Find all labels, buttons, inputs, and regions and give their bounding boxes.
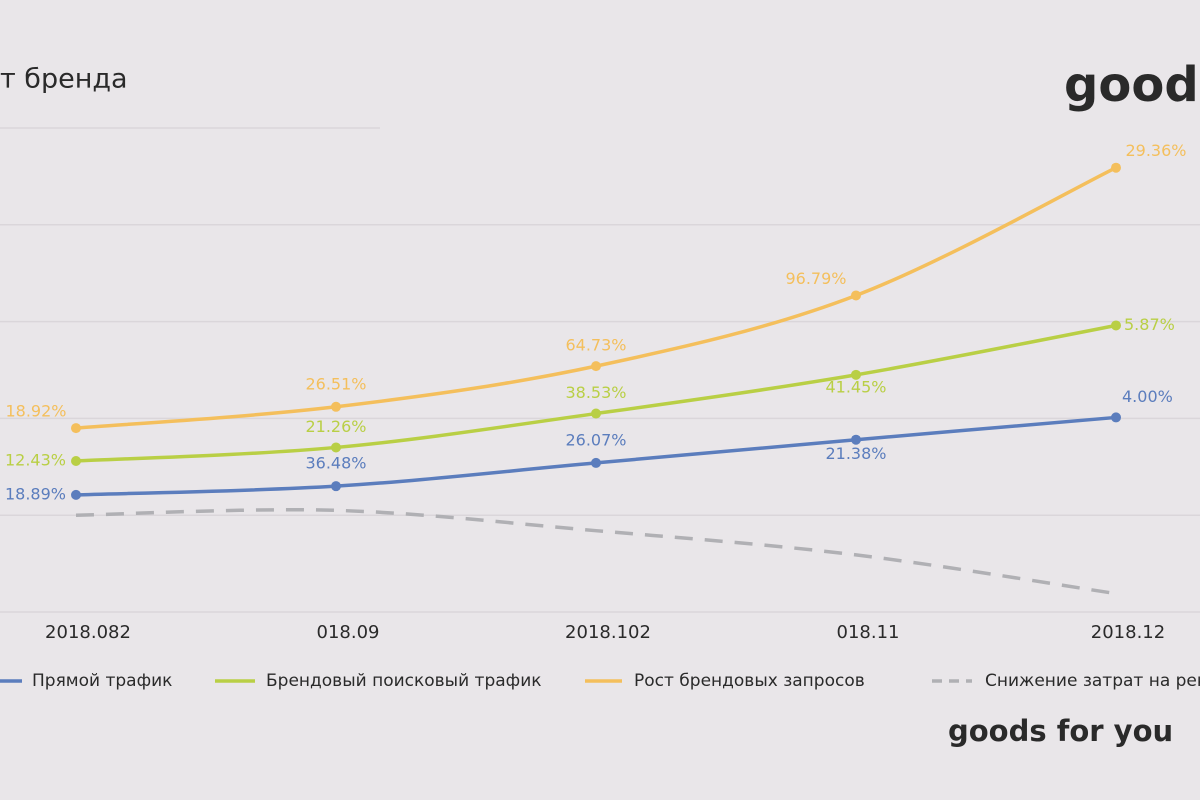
data-label: 4.00%: [1122, 387, 1173, 406]
data-label: 41.45%: [825, 377, 886, 396]
data-label: 29.36%: [1125, 141, 1186, 160]
data-label: 18.89%: [5, 484, 66, 503]
data-label: 26.07%: [565, 430, 626, 449]
data-label: 21.26%: [305, 417, 366, 436]
logo: good: [1064, 57, 1199, 113]
chart-title: т бренда: [0, 64, 128, 95]
data-point: [1111, 320, 1121, 331]
data-point: [851, 434, 861, 445]
data-point: [331, 442, 341, 453]
x-tick-label: 018.11: [837, 622, 900, 643]
x-tick-label: 2018.082: [45, 622, 131, 643]
data-label: 38.53%: [565, 383, 626, 402]
data-label: 12.43%: [5, 450, 66, 469]
data-label: 96.79%: [785, 269, 846, 288]
data-point: [331, 401, 341, 412]
data-label: 5.87%: [1124, 315, 1175, 334]
data-point: [591, 361, 601, 372]
data-point: [71, 489, 81, 500]
data-label: 64.73%: [565, 336, 626, 355]
logo: goods for you: [948, 714, 1173, 748]
data-label: 36.48%: [305, 454, 366, 473]
data-point: [591, 408, 601, 419]
legend-label: Снижение затрат на рек: [985, 671, 1200, 691]
legend-label: Прямой трафик: [32, 671, 172, 691]
data-label: 21.38%: [825, 444, 886, 463]
data-point: [71, 455, 81, 466]
data-label: 26.51%: [305, 374, 366, 393]
x-tick-label: 2018.12: [1091, 622, 1165, 643]
data-point: [1111, 162, 1121, 173]
legend-label: Брендовый поисковый трафик: [266, 671, 542, 691]
data-label: 18.92%: [5, 402, 66, 421]
data-point: [1111, 412, 1121, 423]
data-point: [591, 457, 601, 468]
x-tick-label: 2018.102: [565, 622, 651, 643]
data-point: [851, 290, 861, 301]
legend-label: Рост брендовых запросов: [634, 671, 865, 691]
data-point: [331, 481, 341, 492]
x-tick-label: 018.09: [317, 622, 380, 643]
data-point: [71, 423, 81, 434]
data-point: [851, 369, 861, 380]
series-line: [75, 508, 1117, 596]
